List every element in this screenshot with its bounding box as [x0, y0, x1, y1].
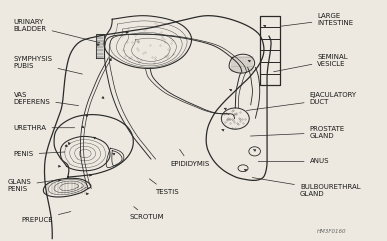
Text: URETHRA: URETHRA	[14, 125, 75, 131]
Text: VAS
DEFERENS: VAS DEFERENS	[14, 92, 79, 106]
Bar	[260, 74, 280, 85]
Text: LARGE
INTESTINE: LARGE INTESTINE	[281, 13, 353, 26]
Text: TESTIS: TESTIS	[149, 179, 178, 194]
Text: PENIS: PENIS	[14, 151, 65, 157]
Text: GLANS
PENIS: GLANS PENIS	[8, 179, 57, 192]
Bar	[260, 39, 280, 50]
Bar	[260, 50, 280, 62]
Bar	[260, 27, 280, 39]
Text: PROSTATE
GLAND: PROSTATE GLAND	[250, 126, 345, 139]
Text: SCROTUM: SCROTUM	[130, 207, 164, 220]
Text: EJACULATORY
DUCT: EJACULATORY DUCT	[247, 92, 357, 110]
Text: SEMINAL
VESICLE: SEMINAL VESICLE	[274, 54, 348, 72]
Text: EPIDIDYMIS: EPIDIDYMIS	[170, 149, 209, 167]
Bar	[260, 16, 280, 27]
Text: URINARY
BLADDER: URINARY BLADDER	[14, 19, 100, 43]
Text: PREPUCE: PREPUCE	[21, 212, 71, 223]
Text: ANUS: ANUS	[258, 159, 329, 164]
Bar	[260, 16, 280, 85]
Text: SYMPHYSIS
PUBIS: SYMPHYSIS PUBIS	[14, 56, 82, 74]
Bar	[260, 62, 280, 74]
Text: BULBOURETHRAL
GLAND: BULBOURETHRAL GLAND	[252, 178, 361, 197]
Text: HM3F0160: HM3F0160	[317, 229, 347, 234]
